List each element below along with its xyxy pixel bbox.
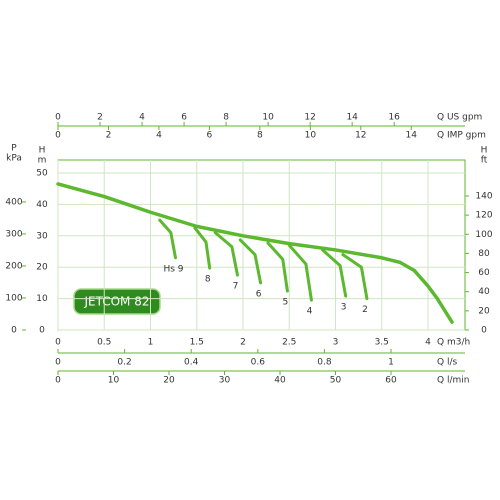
x-tick-label: 1 bbox=[148, 338, 154, 348]
x2-tick-label: 1 bbox=[388, 358, 394, 368]
x-tick-label: 1.5 bbox=[190, 338, 204, 348]
axis-label: Q l/s bbox=[437, 358, 457, 368]
y-left-tick-label: 200 bbox=[5, 261, 22, 271]
x2-tick-label: 12 bbox=[304, 113, 315, 123]
y-tick-label: 30 bbox=[36, 231, 48, 241]
x-tick-label: 2.5 bbox=[282, 338, 296, 348]
x2-tick-label: 6 bbox=[181, 113, 187, 123]
x2-tick-label: 14 bbox=[346, 113, 358, 123]
y-right-tick-label: 60 bbox=[478, 268, 490, 278]
y-left-tick-label: 300 bbox=[5, 229, 22, 239]
y-right-tick-label: 100 bbox=[475, 230, 492, 240]
curve-label: 7 bbox=[233, 282, 239, 292]
x2-tick-label: 2 bbox=[97, 113, 103, 123]
x2-tick-label: 4 bbox=[139, 113, 145, 123]
x2-tick-label: 0.8 bbox=[317, 358, 332, 368]
y-left-label: kPa bbox=[6, 154, 22, 164]
y-tick-label: 10 bbox=[36, 294, 48, 304]
curve-label: 4 bbox=[307, 307, 313, 317]
y-left-label: P bbox=[11, 144, 17, 154]
x2-tick-label: 0 bbox=[55, 113, 61, 123]
y-tick-label: 0 bbox=[39, 326, 45, 336]
x2-tick-label: 12 bbox=[355, 131, 366, 141]
curve bbox=[193, 226, 212, 270]
x2-tick-label: 0.6 bbox=[251, 358, 266, 368]
x2-tick-label: 0 bbox=[55, 131, 61, 141]
y-tick-label: 50 bbox=[36, 169, 48, 179]
axis-label: Q US gpm bbox=[437, 113, 482, 123]
x2-tick-label: 8 bbox=[223, 113, 229, 123]
axis-label: Q IMP gpm bbox=[437, 131, 486, 141]
y-right-tick-label: 40 bbox=[478, 287, 490, 297]
y-left-tick-label: 400 bbox=[5, 197, 22, 207]
curve-label: 6 bbox=[256, 289, 262, 299]
x-label: Q m3/h bbox=[437, 338, 470, 348]
y-label: m bbox=[38, 156, 47, 166]
curve bbox=[56, 182, 454, 324]
curve-label: 5 bbox=[283, 298, 289, 308]
x2-tick-label: 50 bbox=[330, 376, 342, 386]
y-left-tick-label: 100 bbox=[5, 293, 22, 303]
y-right-tick-label: 80 bbox=[478, 249, 490, 259]
y-right-tick-label: 140 bbox=[475, 191, 492, 201]
x-tick-label: 3.5 bbox=[375, 338, 389, 348]
x2-tick-label: 0 bbox=[55, 358, 61, 368]
x2-tick-label: 6 bbox=[207, 131, 213, 141]
x2-tick-label: 0 bbox=[55, 376, 61, 386]
x2-tick-label: 20 bbox=[163, 376, 175, 386]
x-tick-label: 2 bbox=[240, 338, 246, 348]
y-label: H bbox=[39, 146, 46, 156]
x2-tick-label: 40 bbox=[274, 376, 286, 386]
curve bbox=[266, 241, 289, 293]
y-right-tick-label: 120 bbox=[475, 211, 492, 221]
x2-tick-label: 14 bbox=[406, 131, 418, 141]
x-tick-label: 0.5 bbox=[97, 338, 111, 348]
x-tick-label: 0 bbox=[55, 338, 61, 348]
y-right-label: H bbox=[481, 146, 488, 156]
x2-tick-label: 2 bbox=[106, 131, 112, 141]
x2-tick-label: 0.4 bbox=[184, 358, 199, 368]
x-tick-label: 4 bbox=[425, 338, 431, 348]
curve bbox=[341, 253, 369, 301]
curve-label: Hs 9 bbox=[163, 264, 183, 274]
y-left-tick-label: 0 bbox=[11, 326, 17, 336]
curve-label: 8 bbox=[205, 275, 211, 285]
y-tick-label: 40 bbox=[36, 200, 48, 210]
x2-tick-label: 30 bbox=[219, 376, 231, 386]
x2-tick-label: 10 bbox=[305, 131, 317, 141]
x2-tick-label: 0.2 bbox=[117, 358, 131, 368]
x2-tick-label: 10 bbox=[262, 113, 274, 123]
axis-label: Q l/min bbox=[437, 376, 469, 386]
y-right-label: ft bbox=[481, 156, 488, 166]
x2-tick-label: 16 bbox=[388, 113, 400, 123]
curve bbox=[238, 238, 263, 285]
curve-label: 3 bbox=[341, 303, 347, 313]
annotation: JETCOM 82 bbox=[83, 295, 149, 309]
curve bbox=[287, 243, 313, 302]
y-tick-label: 20 bbox=[36, 263, 48, 273]
x2-tick-label: 8 bbox=[257, 131, 263, 141]
annotation-box bbox=[73, 288, 161, 315]
curve-label: 2 bbox=[362, 305, 368, 315]
curve bbox=[158, 218, 177, 260]
curve bbox=[213, 231, 239, 277]
x2-tick-label: 4 bbox=[156, 131, 162, 141]
x-tick-label: 3 bbox=[333, 338, 339, 348]
y-right-tick-label: 0 bbox=[481, 326, 487, 336]
x2-tick-label: 10 bbox=[108, 376, 120, 386]
curve bbox=[321, 248, 348, 298]
y-right-tick-label: 20 bbox=[478, 306, 490, 316]
x2-tick-label: 60 bbox=[385, 376, 397, 386]
